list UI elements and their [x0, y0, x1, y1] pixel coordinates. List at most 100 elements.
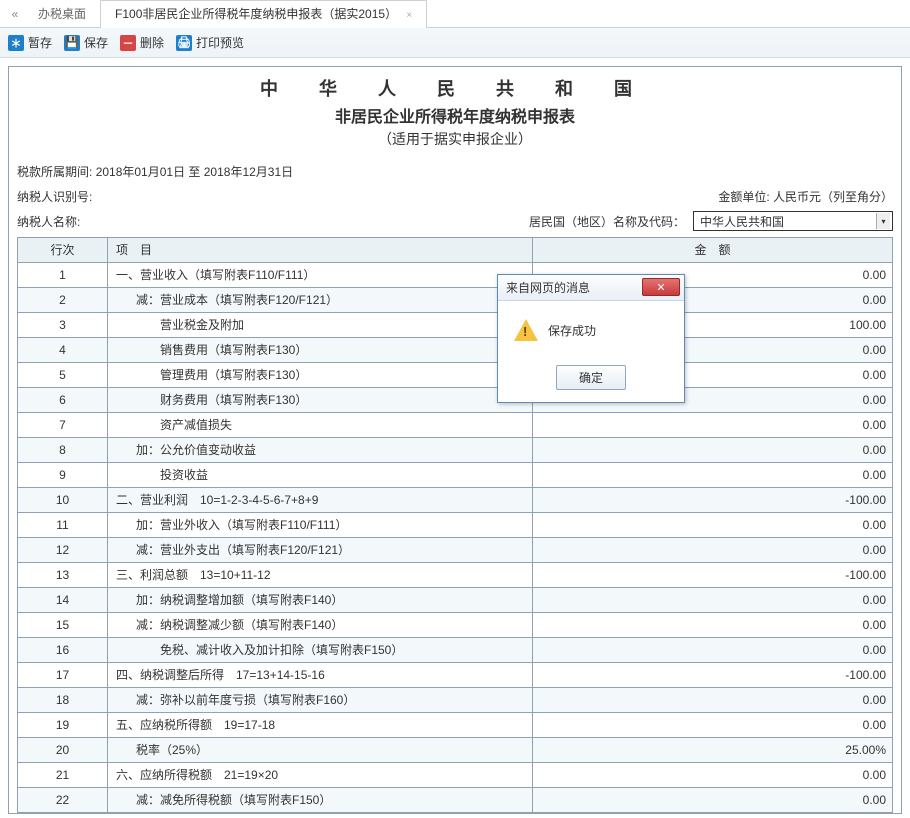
- dialog-footer: 确定: [498, 359, 684, 402]
- row-amount[interactable]: 0.00: [533, 413, 893, 438]
- row-number: 17: [18, 663, 108, 688]
- row-item: 免税、减计收入及加计扣除（填写附表F150）: [108, 638, 533, 663]
- row-item: 二、营业利润 10=1-2-3-4-5-6-7+8+9: [108, 488, 533, 513]
- tab-home[interactable]: 办税桌面: [24, 0, 100, 27]
- table-row: 13三、利润总额 13=10+11-12-100.00: [18, 563, 893, 588]
- tax-table: 行次 项 目 金 额 1一、营业收入（填写附表F110/F111）0.002减：…: [17, 237, 893, 813]
- row-number: 16: [18, 638, 108, 663]
- row-number: 10: [18, 488, 108, 513]
- print-icon: 🖨: [176, 35, 192, 51]
- row-amount[interactable]: -100.00: [533, 563, 893, 588]
- row-amount[interactable]: 0.00: [533, 638, 893, 663]
- th-item: 项 目: [108, 238, 533, 263]
- row-amount[interactable]: 0.00: [533, 788, 893, 813]
- table-row: 10二、营业利润 10=1-2-3-4-5-6-7+8+9-100.00: [18, 488, 893, 513]
- row-item: 三、利润总额 13=10+11-12: [108, 563, 533, 588]
- row-amount[interactable]: 0.00: [533, 538, 893, 563]
- title-sub: （适用于据实申报企业）: [17, 129, 893, 159]
- currency-label: 金额单位: 人民币元（列至角分）: [718, 188, 893, 205]
- table-row: 11加：营业外收入（填写附表F110/F111）0.00: [18, 513, 893, 538]
- table-row: 17四、纳税调整后所得 17=13+14-15-16-100.00: [18, 663, 893, 688]
- table-row: 9投资收益0.00: [18, 463, 893, 488]
- row-number: 19: [18, 713, 108, 738]
- row-item: 减：减免所得税额（填写附表F150）: [108, 788, 533, 813]
- dialog-message: 保存成功: [548, 322, 596, 339]
- table-row: 18减：弥补以前年度亏损（填写附表F160）0.00: [18, 688, 893, 713]
- period-label: 税款所属期间:: [17, 165, 92, 179]
- row-item: 加：纳税调整增加额（填写附表F140）: [108, 588, 533, 613]
- row-amount[interactable]: 0.00: [533, 763, 893, 788]
- row-number: 15: [18, 613, 108, 638]
- table-row: 20税率（25%）25.00%: [18, 738, 893, 763]
- row-number: 14: [18, 588, 108, 613]
- row-item: 一、营业收入（填写附表F110/F111）: [108, 263, 533, 288]
- tab-form-label: F100非居民企业所得税年度纳税申报表（据实2015）: [115, 7, 397, 21]
- table-row: 1一、营业收入（填写附表F110/F111）0.00: [18, 263, 893, 288]
- row-number: 8: [18, 438, 108, 463]
- table-row: 14加：纳税调整增加额（填写附表F140）0.00: [18, 588, 893, 613]
- table-row: 19五、应纳税所得额 19=17-180.00: [18, 713, 893, 738]
- row-number: 9: [18, 463, 108, 488]
- dialog-close-button[interactable]: ✕: [642, 278, 680, 296]
- row-amount[interactable]: 0.00: [533, 513, 893, 538]
- print-button[interactable]: 🖨 打印预览: [176, 34, 244, 51]
- th-amount: 金 额: [533, 238, 893, 263]
- row-item: 五、应纳税所得额 19=17-18: [108, 713, 533, 738]
- row-number: 18: [18, 688, 108, 713]
- th-row-num: 行次: [18, 238, 108, 263]
- delete-label: 删除: [140, 34, 164, 51]
- save-label: 保存: [84, 34, 108, 51]
- dialog-ok-button[interactable]: 确定: [556, 365, 626, 390]
- warning-icon: [514, 319, 538, 341]
- title-country: 中 华 人 民 共 和 国: [17, 75, 893, 103]
- row-item: 六、应纳所得税额 21=19×20: [108, 763, 533, 788]
- row-amount[interactable]: 0.00: [533, 463, 893, 488]
- row-item: 销售费用（填写附表F130）: [108, 338, 533, 363]
- row-amount[interactable]: 0.00: [533, 438, 893, 463]
- table-row: 15减：纳税调整减少额（填写附表F140）0.00: [18, 613, 893, 638]
- row-item: 减：营业成本（填写附表F120/F121）: [108, 288, 533, 313]
- table-row: 5管理费用（填写附表F130）0.00: [18, 363, 893, 388]
- row-amount[interactable]: 0.00: [533, 688, 893, 713]
- delete-button[interactable]: － 删除: [120, 34, 164, 51]
- tab-close-icon[interactable]: ×: [406, 10, 412, 21]
- dialog-titlebar: 来自网页的消息 ✕: [498, 275, 684, 301]
- period-row: 税款所属期间: 2018年01月01日 至 2018年12月31日: [17, 159, 893, 184]
- row-number: 22: [18, 788, 108, 813]
- period-value: 2018年01月01日 至 2018年12月31日: [96, 165, 293, 179]
- table-row: 16免税、减计收入及加计扣除（填写附表F150）0.00: [18, 638, 893, 663]
- row-amount[interactable]: -100.00: [533, 663, 893, 688]
- row-number: 20: [18, 738, 108, 763]
- chevron-down-icon: ▾: [876, 213, 890, 229]
- row-item: 减：弥补以前年度亏损（填写附表F160）: [108, 688, 533, 713]
- row-number: 7: [18, 413, 108, 438]
- row-amount[interactable]: 0.00: [533, 588, 893, 613]
- row-item: 税率（25%）: [108, 738, 533, 763]
- row-amount[interactable]: 25.00%: [533, 738, 893, 763]
- table-row: 21六、应纳所得税额 21=19×200.00: [18, 763, 893, 788]
- row-amount[interactable]: 0.00: [533, 613, 893, 638]
- row-number: 4: [18, 338, 108, 363]
- row-item: 减：营业外支出（填写附表F120/F121）: [108, 538, 533, 563]
- row-item: 加：公允价值变动收益: [108, 438, 533, 463]
- taxpayer-name-row: 纳税人名称: 居民国（地区）名称及代码： 中华人民共和国 ▾: [17, 209, 893, 237]
- resident-select[interactable]: 中华人民共和国 ▾: [693, 211, 893, 231]
- tab-scroll-left[interactable]: «: [6, 7, 24, 21]
- row-item: 管理费用（填写附表F130）: [108, 363, 533, 388]
- stash-button[interactable]: ＊ 暂存: [8, 34, 52, 51]
- taxpayer-name-label: 纳税人名称:: [17, 213, 529, 230]
- row-number: 11: [18, 513, 108, 538]
- save-button[interactable]: 💾 保存: [64, 34, 108, 51]
- tab-form[interactable]: F100非居民企业所得税年度纳税申报表（据实2015） ×: [100, 0, 427, 28]
- row-number: 13: [18, 563, 108, 588]
- title-main: 非居民企业所得税年度纳税申报表: [17, 103, 893, 129]
- row-number: 6: [18, 388, 108, 413]
- toolbar: ＊ 暂存 💾 保存 － 删除 🖨 打印预览: [0, 28, 910, 58]
- form-page: 中 华 人 民 共 和 国 非居民企业所得税年度纳税申报表 （适用于据实申报企业…: [8, 66, 902, 814]
- table-row: 3营业税金及附加100.00: [18, 313, 893, 338]
- dialog-title-text: 来自网页的消息: [506, 279, 590, 296]
- table-row: 6财务费用（填写附表F130）0.00: [18, 388, 893, 413]
- table-row: 22减：减免所得税额（填写附表F150）0.00: [18, 788, 893, 813]
- row-amount[interactable]: -100.00: [533, 488, 893, 513]
- row-amount[interactable]: 0.00: [533, 713, 893, 738]
